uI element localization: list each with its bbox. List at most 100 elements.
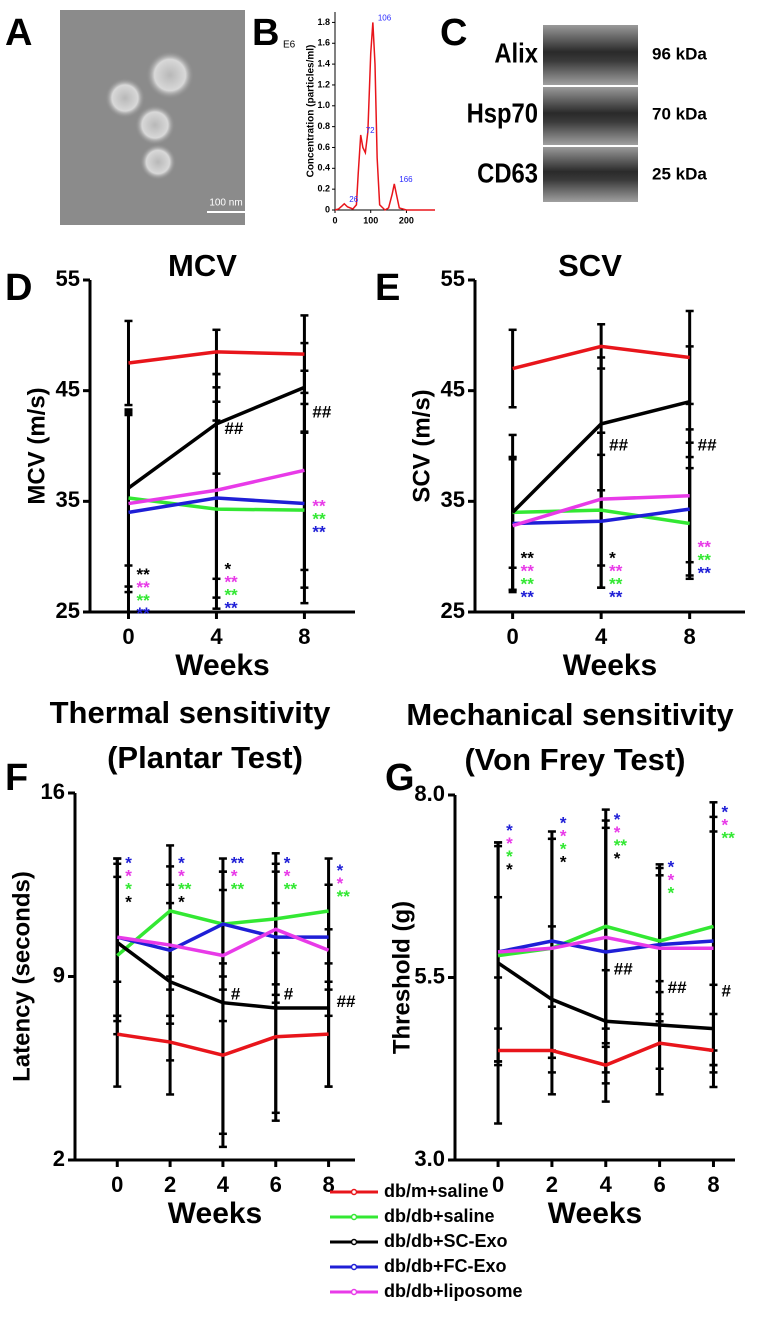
- significance-mark: **: [136, 565, 150, 584]
- significance-mark: **: [224, 572, 238, 591]
- significance-mark: *: [337, 874, 344, 893]
- x-tick-label: 8: [298, 624, 310, 649]
- significance-mark: **: [136, 604, 150, 623]
- scale-bar-label: 100 nm: [209, 198, 242, 209]
- significance-mark: *: [224, 559, 231, 578]
- y-tick-label: 8.0: [414, 781, 445, 806]
- x-axis-label: Weeks: [563, 649, 658, 682]
- y-tick-label: 45: [441, 376, 465, 401]
- panel-label: C: [440, 12, 467, 54]
- significance-mark: #: [231, 984, 241, 1003]
- data-line: [117, 1032, 329, 1057]
- significance-mark: *: [125, 892, 132, 911]
- peak-label: 166: [399, 175, 413, 184]
- significance-mark: **: [721, 829, 735, 848]
- significance-mark: *: [721, 803, 728, 822]
- significance-mark: **: [609, 574, 623, 593]
- significance-mark: **: [231, 853, 245, 872]
- significance-mark: ##: [668, 978, 687, 997]
- significance-mark: **: [284, 879, 298, 898]
- significance-mark: *: [506, 834, 513, 853]
- x-tick-label: 0: [332, 215, 337, 225]
- y-tick-label: 1.2: [317, 79, 330, 89]
- chart-subtitle: (Von Frey Test): [464, 742, 685, 777]
- panel-label: D: [5, 267, 32, 309]
- significance-mark: *: [560, 853, 567, 872]
- significance-mark: *: [668, 883, 675, 902]
- vesicle: [135, 105, 175, 145]
- protein-label: Hsp70: [467, 97, 538, 129]
- significance-mark: **: [521, 548, 535, 567]
- protein-label: CD63: [477, 157, 538, 189]
- significance-mark: **: [312, 522, 326, 541]
- significance-mark: *: [614, 810, 621, 829]
- data-line: [511, 400, 691, 514]
- chart-title: MCV: [168, 248, 237, 283]
- x-tick-label: 0: [492, 1172, 504, 1197]
- significance-mark: **: [698, 537, 712, 556]
- data-line: [497, 961, 714, 1031]
- significance-mark: *: [721, 816, 728, 835]
- significance-mark: ##: [609, 435, 628, 454]
- significance-mark: *: [231, 866, 238, 885]
- significance-mark: **: [521, 561, 535, 580]
- data-line: [497, 939, 714, 954]
- x-tick-label: 0: [122, 624, 134, 649]
- chart-title: Mechanical sensitivity: [406, 697, 734, 732]
- y-tick-label: 16: [41, 779, 65, 804]
- y-tick-label: 45: [56, 376, 80, 401]
- peak-label: 106: [378, 14, 392, 23]
- significance-mark: #: [284, 984, 294, 1003]
- y-tick-label: 0: [325, 204, 330, 214]
- y-tick-label: 0.6: [317, 142, 330, 152]
- x-tick-label: 8: [684, 624, 696, 649]
- y-tick-label: 9: [53, 962, 65, 987]
- significance-mark: *: [668, 857, 675, 876]
- x-tick-label: 100: [363, 215, 378, 225]
- legend-label: db/m+saline: [384, 1181, 489, 1201]
- panel-label: B: [252, 12, 279, 54]
- data-line: [127, 385, 306, 490]
- significance-mark: *: [125, 866, 132, 885]
- data-line: [128, 496, 305, 515]
- significance-mark: **: [609, 561, 623, 580]
- significance-mark: **: [698, 550, 712, 569]
- legend-marker: [350, 1238, 358, 1246]
- y-tick-label: 35: [56, 487, 80, 512]
- y-tick-label: 25: [441, 598, 465, 623]
- y-tick-label: 0.2: [317, 184, 330, 194]
- blot-band: [543, 147, 638, 202]
- data-line: [334, 22, 435, 211]
- blot-band: [543, 25, 638, 85]
- significance-mark: **: [312, 509, 326, 528]
- significance-mark: **: [224, 598, 238, 617]
- data-line: [512, 494, 690, 528]
- x-axis-label: Weeks: [168, 1197, 263, 1230]
- significance-mark: **: [698, 563, 712, 582]
- data-line: [128, 468, 305, 506]
- y-tick-label: 5.5: [414, 963, 445, 988]
- data-line: [512, 344, 690, 371]
- significance-mark: *: [668, 870, 675, 889]
- x-axis-label: Weeks: [548, 1197, 643, 1230]
- x-tick-label: 4: [210, 624, 223, 649]
- significance-mark: **: [521, 587, 535, 606]
- significance-mark: ##: [337, 992, 356, 1011]
- significance-mark: **: [337, 887, 351, 906]
- y-unit: E6: [283, 40, 296, 51]
- y-axis-label: Threshold (g): [388, 901, 415, 1054]
- significance-mark: **: [312, 496, 326, 515]
- data-line: [117, 927, 330, 958]
- x-axis-label: Weeks: [175, 649, 270, 682]
- significance-mark: *: [178, 853, 185, 872]
- y-tick-label: 1.6: [317, 38, 330, 48]
- significance-mark: *: [178, 866, 185, 885]
- significance-mark: ##: [224, 419, 243, 438]
- significance-mark: *: [284, 866, 291, 885]
- y-tick-label: 1.4: [317, 58, 330, 68]
- data-line: [512, 508, 690, 526]
- panel-label: E: [375, 267, 400, 309]
- vesicle: [140, 144, 176, 180]
- legend-marker: [350, 1188, 358, 1196]
